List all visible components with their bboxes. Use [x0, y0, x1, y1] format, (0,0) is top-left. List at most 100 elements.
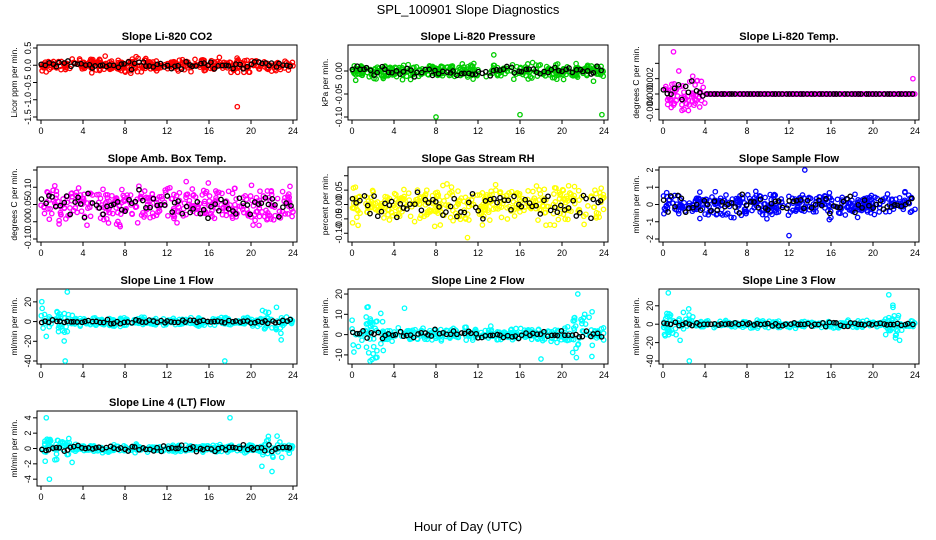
data-point — [256, 213, 263, 220]
data-point — [685, 306, 692, 312]
data-point — [671, 100, 678, 107]
data-points — [660, 290, 918, 364]
data-point — [250, 222, 256, 228]
data-point — [588, 215, 594, 222]
data-point — [399, 76, 406, 83]
data-point — [73, 189, 80, 196]
data-point — [490, 206, 497, 213]
data-point — [213, 195, 219, 201]
data-point — [218, 196, 224, 203]
data-point — [56, 221, 62, 227]
x-tick-label: 8 — [122, 248, 127, 258]
data-point — [685, 89, 692, 96]
x-tick-label: 12 — [784, 126, 794, 136]
data-point — [85, 190, 91, 197]
data-point — [197, 210, 204, 217]
data-point — [233, 196, 240, 202]
data-point — [712, 188, 719, 195]
data-point — [351, 349, 357, 355]
data-point — [150, 64, 157, 70]
data-point — [261, 213, 268, 220]
data-point — [63, 323, 69, 330]
data-point — [140, 59, 147, 66]
y-tick-label: -4 — [23, 475, 33, 483]
x-tick-label: 20 — [557, 126, 567, 136]
data-point — [575, 187, 582, 194]
data-point — [174, 219, 180, 226]
data-point — [594, 63, 600, 70]
data-point — [259, 60, 265, 67]
data-point — [165, 212, 171, 219]
x-tick-label: 12 — [162, 248, 172, 258]
data-point — [493, 66, 500, 73]
y-tick-label: -40 — [23, 354, 33, 367]
data-point — [535, 217, 541, 223]
data-point — [125, 59, 132, 65]
data-point — [566, 65, 572, 71]
data-point — [378, 340, 384, 347]
data-point — [190, 206, 196, 212]
data-point — [466, 70, 472, 77]
data-point — [869, 91, 876, 97]
data-point — [775, 91, 782, 97]
data-point — [697, 215, 703, 222]
data-point — [78, 60, 84, 67]
data-point — [354, 214, 360, 221]
panel-9: Slope Line 3 Flow 0 4 8 12 16 20 24 -40 -20 0 20 ml/… — [631, 275, 920, 380]
data-point — [45, 206, 51, 212]
data-point — [664, 101, 671, 108]
data-point — [385, 69, 392, 76]
data-point — [216, 207, 222, 214]
data-point — [433, 114, 439, 120]
data-point — [590, 78, 597, 85]
data-point — [65, 58, 71, 64]
data-point — [201, 200, 208, 207]
data-point — [909, 91, 916, 97]
data-point — [696, 89, 703, 96]
data-point — [51, 182, 58, 189]
x-tick-label: 16 — [826, 126, 836, 136]
data-point — [600, 73, 607, 80]
data-point — [240, 60, 246, 67]
panel-title: Slope Line 2 Flow — [432, 275, 525, 287]
x-tick-label: 16 — [515, 370, 525, 380]
y-tick-label: 0 — [23, 446, 33, 451]
data-point — [492, 187, 499, 194]
data-point — [87, 213, 94, 220]
data-point — [680, 309, 687, 316]
data-point — [836, 91, 843, 97]
data-point — [541, 186, 548, 193]
data-point — [287, 183, 293, 190]
x-tick-label: 8 — [744, 370, 749, 380]
data-point — [63, 193, 70, 199]
data-point — [354, 63, 361, 70]
data-point — [173, 192, 180, 199]
data-point — [482, 68, 489, 75]
panel-5: Slope Gas Stream RH 0 4 8 12 16 20 24 -0.10-0.05… — [320, 153, 609, 258]
data-point — [236, 203, 243, 210]
plot-frame — [347, 288, 609, 365]
data-point — [276, 213, 282, 220]
data-point — [272, 202, 278, 208]
data-point — [401, 186, 407, 193]
data-point — [437, 222, 444, 228]
data-point — [278, 330, 284, 337]
data-point — [355, 222, 361, 229]
data-point — [274, 195, 281, 202]
data-point — [363, 344, 370, 351]
x-tick-label: 12 — [162, 492, 172, 502]
data-point — [531, 195, 538, 202]
data-point — [175, 62, 181, 69]
data-point — [573, 354, 580, 361]
data-point — [786, 91, 793, 97]
panel-title: Slope Sample Flow — [739, 153, 840, 165]
data-point — [252, 217, 258, 224]
data-point — [689, 73, 696, 80]
data-point — [183, 58, 189, 65]
x-tick-label: 24 — [288, 370, 298, 380]
data-point — [411, 73, 418, 80]
data-point — [490, 67, 497, 74]
data-point — [143, 194, 150, 201]
x-tick-label: 4 — [80, 248, 85, 258]
